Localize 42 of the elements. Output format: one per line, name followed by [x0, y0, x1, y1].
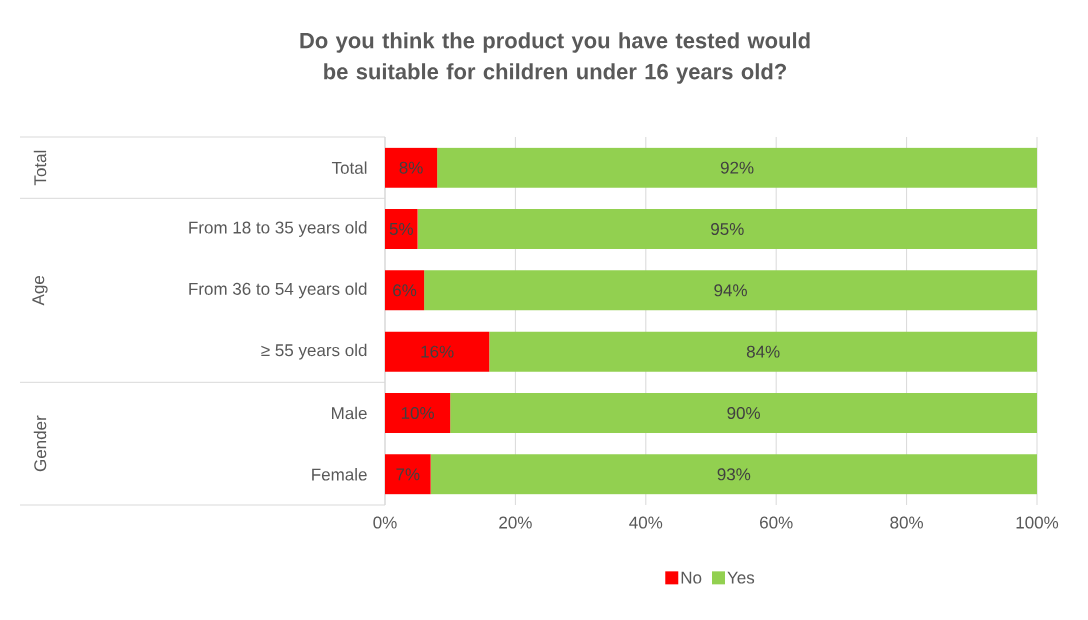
data-label: 5%: [389, 223, 413, 235]
text: Age: [32, 275, 48, 306]
data-label: 90%: [727, 406, 760, 420]
data-label: 95%: [711, 222, 744, 236]
chart-title: Do you think the product you have tested would be suitable for children under 16 years old?: [300, 32, 810, 84]
bar: [385, 392, 451, 433]
bar: [385, 270, 425, 311]
x-tick-label: 20%: [499, 516, 532, 529]
y-tick-label: From 36 to 54 years old: [189, 282, 367, 299]
data-label: 6%: [393, 284, 417, 297]
y-tick-label: Male: [332, 406, 367, 420]
data-label: 93%: [717, 468, 751, 481]
y-tick-label: From 18 to 35 years old: [189, 221, 367, 237]
bar: [489, 331, 1037, 372]
data-label: 7%: [396, 468, 420, 481]
bar: [430, 454, 1037, 495]
bar: [385, 454, 431, 495]
x-tick-label: 40%: [629, 516, 663, 529]
bar: [424, 270, 1037, 311]
y-tick-label: ≥ 55 years old: [261, 343, 367, 360]
data-label: 10%: [401, 406, 434, 420]
x-tick-label: 60%: [760, 516, 793, 529]
x-tick-label: 0%: [373, 516, 397, 529]
data-label: 84%: [746, 345, 780, 358]
x-tick-label: 100%: [1016, 516, 1059, 529]
y-tick-label: Total: [331, 161, 367, 174]
bar: [450, 392, 1037, 433]
bar: [417, 209, 1037, 249]
y-tick-label: Female: [312, 468, 367, 481]
text: Gender: [33, 415, 47, 472]
bar: [385, 209, 418, 249]
bar: [385, 147, 438, 188]
legend-label: Yes: [727, 571, 755, 584]
text: Total: [33, 150, 47, 186]
x-tick-label: 80%: [890, 516, 923, 529]
data-label: 94%: [714, 284, 747, 297]
data-label: 8%: [399, 161, 423, 174]
bar: [437, 147, 1037, 188]
data-label: 92%: [720, 161, 754, 174]
legend-label: No: [681, 571, 702, 584]
bar: [385, 331, 490, 372]
data-label: 16%: [421, 345, 454, 358]
